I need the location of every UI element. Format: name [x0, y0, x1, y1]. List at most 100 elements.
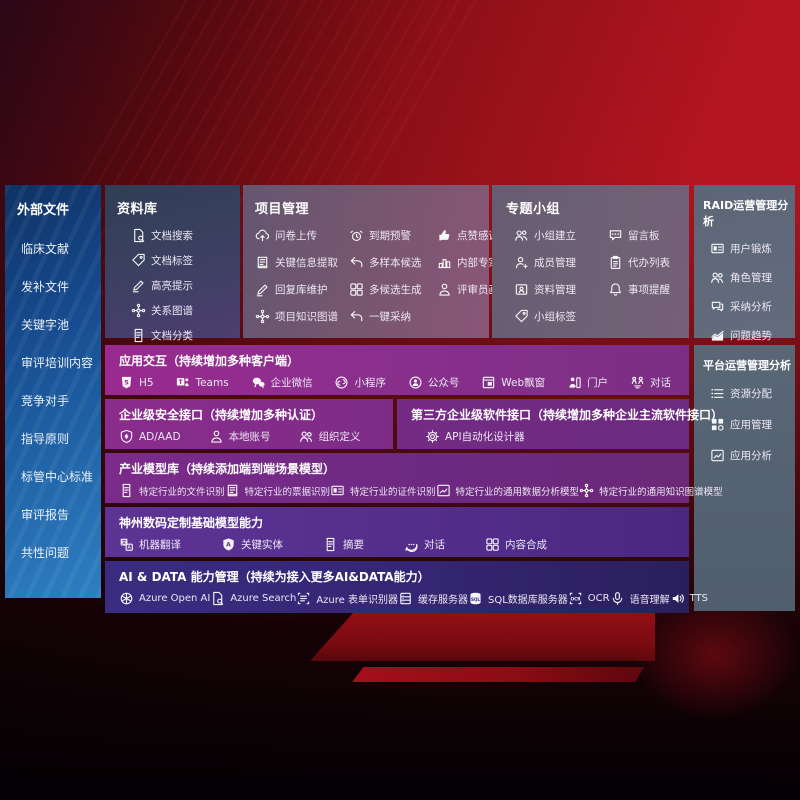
doc-extract-icon: [225, 483, 240, 498]
feature-thumbs-up[interactable]: 点赞感谢: [437, 228, 520, 243]
feature-label: 到期预警: [369, 230, 411, 242]
wechat-icon: [251, 375, 266, 390]
feature-doc[interactable]: 摘要: [323, 537, 364, 552]
feature-label: 点赞感谢: [457, 230, 499, 242]
apps-icon: [710, 417, 725, 432]
feature-person[interactable]: 本地账号: [209, 429, 271, 444]
sidebar-item[interactable]: 竞争对手: [21, 394, 70, 408]
feature-clipboard[interactable]: 代办列表: [608, 255, 689, 270]
feature-label: Azure Search: [230, 593, 297, 604]
feature-bbs[interactable]: 留言板: [608, 228, 689, 243]
feature-chat-dots[interactable]: 对话: [404, 537, 445, 552]
sidebar-item[interactable]: 临床文献: [21, 242, 70, 256]
feature-label: 应用分析: [730, 450, 772, 462]
project-management-panel: 项目管理 问卷上传 到期预警 点赞感谢 关键信息提取 多样本候选 内部专家排名 回复库维护多…: [243, 185, 520, 338]
feature-label: 关键信息提取: [275, 257, 338, 269]
feature-tts[interactable]: TTS: [670, 591, 708, 606]
feature-doc[interactable]: 特定行业的文件识别: [119, 483, 225, 498]
feature-chart-frame[interactable]: 特定行业的通用数据分析模型: [436, 483, 579, 498]
feature-pen[interactable]: 高亮提示: [131, 278, 240, 293]
feature-label: 内容合成: [505, 539, 547, 551]
external-files-list: 临床文献发补文件关键字池审评培训内容 竞争对手指导原则标管中心标准 审评报告共性问题: [17, 240, 101, 561]
feature-grid[interactable]: 多候选生成: [349, 282, 435, 297]
sidebar-item[interactable]: 共性问题: [21, 546, 70, 560]
sidebar-item[interactable]: 审评报告: [21, 508, 70, 522]
ai-data-row: Azure Open AI Azure Search Azure 表单识别器 缓存服务…: [119, 591, 708, 606]
sidebar-item[interactable]: 关键字池: [21, 318, 70, 332]
feature-group[interactable]: 小组建立: [514, 228, 608, 243]
feature-openai[interactable]: Azure Open AI: [119, 591, 210, 606]
feature-entity-shield[interactable]: A 关键实体: [221, 537, 283, 552]
feature-trend[interactable]: 问题趋势: [710, 328, 795, 343]
security-interface-title: 企业级安全接口（持续增加多种认证）: [119, 408, 324, 422]
ranking-icon: [437, 255, 452, 270]
feature-miniprogram[interactable]: 小程序: [334, 375, 386, 390]
feature-form-recognizer[interactable]: Azure 表单识别器: [296, 591, 398, 606]
feature-doc-search[interactable]: 文档搜索: [131, 228, 240, 243]
feature-label: 多样本候选: [369, 257, 422, 269]
feature-tag[interactable]: 小组标签: [514, 309, 608, 324]
feature-ad-shield[interactable]: AD/AAD: [119, 429, 181, 444]
feature-doc[interactable]: 文档分类: [131, 328, 240, 343]
feature-translate[interactable]: 文 A 机器翻译: [119, 537, 181, 552]
feature-h5[interactable]: 5 H5: [119, 375, 154, 390]
feature-doc-extract[interactable]: 关键信息提取: [255, 255, 347, 270]
people-icon: [299, 429, 314, 444]
feature-apps[interactable]: 应用管理: [710, 417, 795, 432]
miniprogram-icon: [334, 375, 349, 390]
sidebar-item[interactable]: 指导原则: [21, 432, 70, 446]
sidebar-item[interactable]: 发补文件: [21, 280, 70, 294]
feature-graph[interactable]: 特定行业的通用知识图谱模型: [579, 483, 723, 498]
feature-alarm[interactable]: 到期预警: [349, 228, 435, 243]
feature-api-gear[interactable]: API自动化设计器: [425, 429, 525, 444]
feature-sql-db[interactable]: SQL SQL数据库服务器: [468, 591, 568, 606]
feature-teams[interactable]: T Teams: [175, 375, 229, 390]
feature-chart-frame[interactable]: 应用分析: [710, 448, 795, 463]
feature-graph[interactable]: 项目知识图谱: [255, 309, 347, 324]
feature-label: 特定行业的票据识别: [244, 486, 331, 498]
foundation-models-row: 文 A 机器翻译 A 关键实体 摘要 对话 内容合成: [119, 537, 675, 552]
feature-id-card[interactable]: 特定行业的证件识别: [330, 483, 436, 498]
industry-models-band: 产业模型库（持续添加端到端场景模型） 特定行业的文件识别 特定行业的票据识别 特定行…: [105, 453, 723, 503]
feature-cloud-upload[interactable]: 问卷上传: [255, 228, 347, 243]
feature-label: 事项提醒: [628, 284, 670, 296]
teams-icon: T: [175, 375, 190, 390]
feature-portal[interactable]: 门户: [567, 375, 608, 390]
feature-reply[interactable]: 多样本候选: [349, 255, 435, 270]
feature-webwindow[interactable]: Web飘窗: [481, 375, 545, 390]
feature-box-person[interactable]: 资料管理: [514, 282, 608, 297]
feature-people[interactable]: 组织定义: [299, 429, 361, 444]
feature-label: Teams: [195, 376, 229, 389]
webwindow-icon: [481, 375, 496, 390]
feature-cache-server[interactable]: 缓存服务器: [398, 591, 468, 606]
thumbs-up-icon: [437, 228, 452, 243]
feature-doc-extract[interactable]: 特定行业的票据识别: [225, 483, 331, 498]
id-card-icon: [330, 483, 345, 498]
feature-list-tune[interactable]: 资源分配: [710, 386, 795, 401]
feature-chat-oa[interactable]: 采纳分析: [710, 299, 795, 314]
sidebar-item[interactable]: 标管中心标准: [21, 470, 94, 484]
feature-id-card[interactable]: 用户锻炼: [710, 241, 795, 256]
svg-text:5: 5: [124, 378, 129, 386]
feature-speech[interactable]: 语音理解: [610, 591, 670, 606]
feature-people[interactable]: 角色管理: [710, 270, 795, 285]
feature-person-add[interactable]: 成员管理: [514, 255, 608, 270]
feature-wechat[interactable]: 企业微信: [251, 375, 313, 390]
feature-azure-search[interactable]: Azure Search: [210, 591, 296, 606]
feature-label: 成员管理: [534, 257, 576, 269]
feature-pubaccount[interactable]: 公众号: [408, 375, 459, 390]
feature-accept-arrow[interactable]: 一键采纳: [349, 309, 435, 324]
feature-ocr[interactable]: OCR OCR: [568, 591, 610, 606]
feature-dialog[interactable]: 对话: [630, 375, 671, 390]
sidebar-item[interactable]: 审评培训内容: [21, 356, 94, 370]
feature-tag[interactable]: 文档标签: [131, 253, 240, 268]
ad-shield-icon: [119, 429, 134, 444]
feature-grid[interactable]: 内容合成: [485, 537, 547, 552]
svg-text:文: 文: [121, 538, 127, 546]
feature-pen[interactable]: 回复库维护: [255, 282, 347, 297]
raid-analysis-panel: RAID运营管理分析 用户锻炼 角色管理 采纳分析 问题趋势: [694, 185, 795, 342]
sql-db-icon: SQL: [468, 591, 483, 606]
feature-graph[interactable]: 关系图谱: [131, 303, 240, 318]
feature-label: 对话: [649, 377, 671, 389]
feature-bell[interactable]: 事项提醒: [608, 282, 689, 297]
